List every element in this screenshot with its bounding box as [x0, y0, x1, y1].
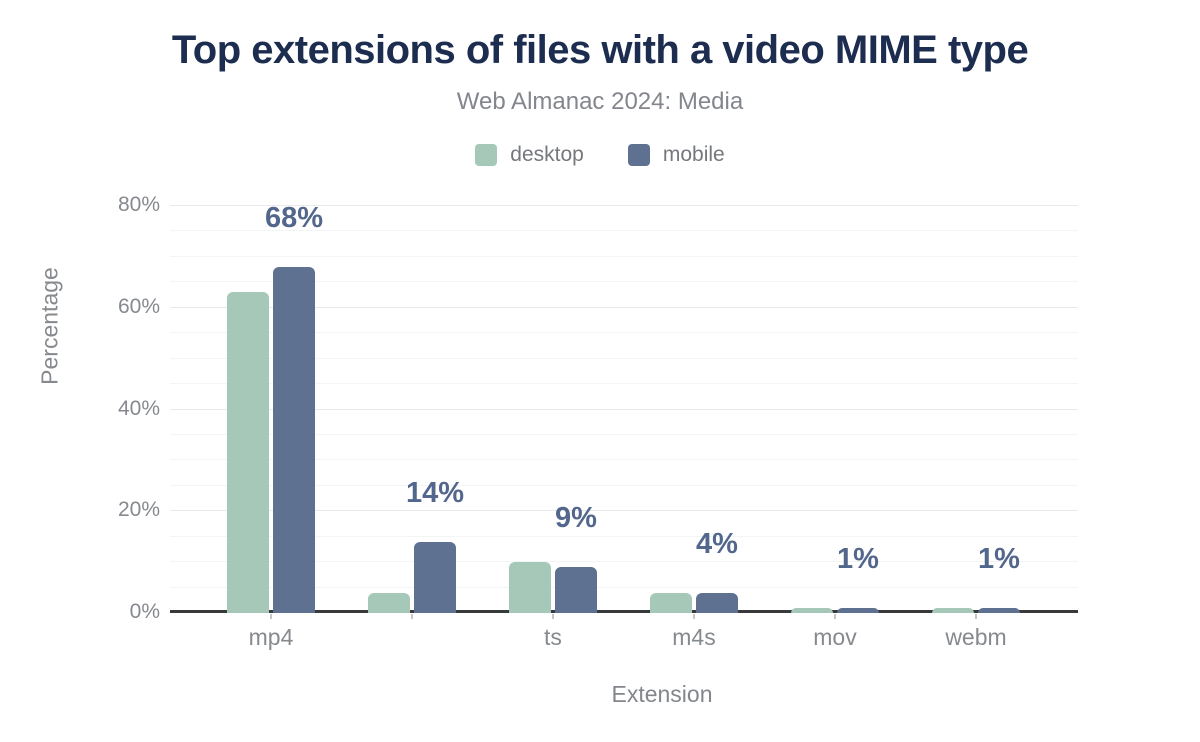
- x-tick-label: m4s: [672, 624, 716, 650]
- chart-subtitle: Web Almanac 2024: Media: [456, 88, 744, 115]
- y-tick-label: 40%: [117, 396, 160, 420]
- grid-line: [170, 484, 1078, 486]
- x-axis-title: Extension: [611, 681, 713, 707]
- grid-line: [170, 459, 1078, 461]
- bar-desktop-m4s[interactable]: [650, 593, 692, 613]
- y-tick-label: 60%: [117, 294, 160, 318]
- grid-line: [170, 205, 1078, 206]
- legend-swatch-mobile: [627, 144, 650, 166]
- bar-value-label: 68%: [264, 202, 324, 234]
- x-axis-tick: [693, 614, 695, 619]
- grid-line: [170, 586, 1078, 588]
- grid-line: [170, 306, 1078, 308]
- grid-line: [170, 408, 1078, 410]
- grid-line: [170, 357, 1078, 359]
- y-tick-label: 0%: [129, 600, 160, 623]
- bar-value-label: 4%: [696, 528, 738, 560]
- grid-line: [170, 535, 1078, 537]
- x-axis-tick: [270, 614, 272, 619]
- grid-line: [170, 383, 1078, 385]
- grid-line: [170, 255, 1078, 257]
- grid-line: [170, 510, 1078, 512]
- bar-value-label: 14%: [405, 477, 465, 509]
- grid-line: [170, 561, 1078, 563]
- bar-desktop-webm[interactable]: [932, 608, 974, 613]
- x-tick-label: mp4: [248, 624, 294, 650]
- x-axis-tick: [552, 614, 554, 619]
- y-axis-title: Percentage: [36, 267, 63, 385]
- bar-mobile-m4s[interactable]: [696, 593, 738, 613]
- grid-line: [170, 332, 1078, 334]
- x-axis-tick: [975, 614, 977, 619]
- legend-label: desktop: [510, 143, 584, 166]
- legend-swatch-desktop: [475, 144, 498, 166]
- legend: desktop mobile: [0, 143, 1200, 167]
- bar-mobile-mp4[interactable]: [273, 267, 315, 613]
- grid-line: [170, 433, 1078, 435]
- x-tick-label: mov: [813, 624, 857, 650]
- bar-desktop-mp4[interactable]: [227, 292, 269, 613]
- y-tick-label: 20%: [117, 498, 160, 522]
- bar-mobile-webm[interactable]: [978, 608, 1020, 613]
- x-tick-label: webm: [945, 624, 1007, 650]
- bar-value-label: 1%: [978, 543, 1020, 575]
- bar-desktop-blank[interactable]: [368, 593, 410, 613]
- bar-desktop-mov[interactable]: [791, 608, 833, 613]
- bar-mobile-mov[interactable]: [837, 608, 879, 613]
- x-tick-label: ts: [544, 624, 562, 650]
- bar-mobile-ts[interactable]: [555, 567, 597, 613]
- grid-line: [170, 281, 1078, 283]
- y-tick-label: 80%: [117, 193, 160, 216]
- bar-desktop-ts[interactable]: [509, 562, 551, 613]
- legend-item-mobile[interactable]: mobile: [627, 143, 725, 167]
- x-axis-tick: [411, 614, 413, 619]
- legend-item-desktop[interactable]: desktop: [475, 143, 584, 167]
- x-axis-line: [170, 610, 1078, 613]
- bar-mobile-blank[interactable]: [414, 542, 456, 613]
- bar-value-label: 9%: [555, 502, 597, 534]
- bar-value-label: 1%: [837, 543, 879, 575]
- chart-title: Top extensions of files with a video MIM…: [171, 28, 1029, 72]
- legend-label: mobile: [662, 143, 725, 166]
- grid-line: [170, 230, 1078, 232]
- x-axis-tick: [834, 614, 836, 619]
